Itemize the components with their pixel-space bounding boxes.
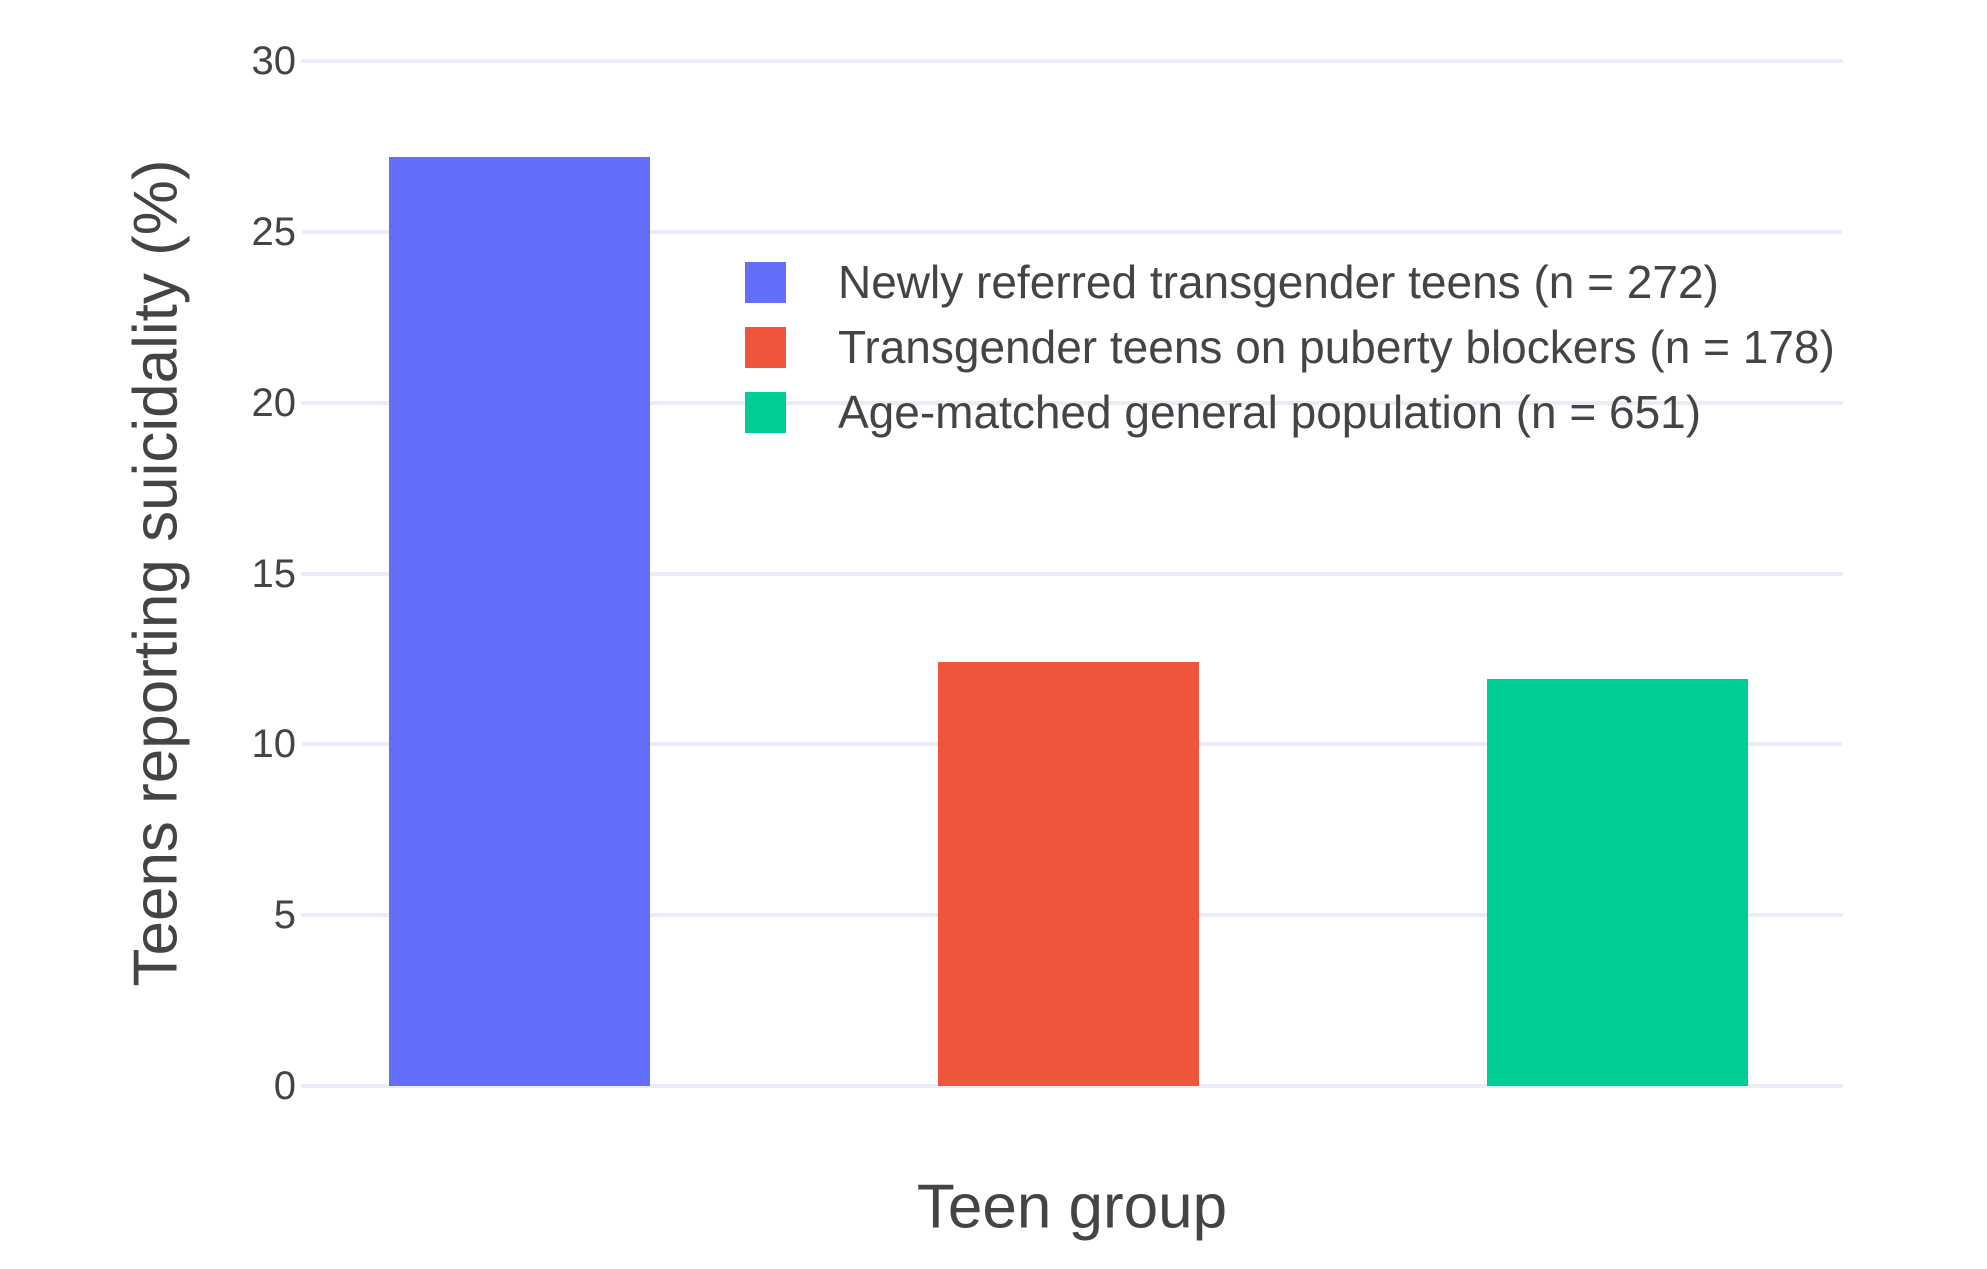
- legend-swatch: [745, 327, 786, 368]
- x-axis-title: Teen group: [916, 1172, 1228, 1242]
- bar: [389, 156, 650, 1086]
- gridline: [301, 59, 1843, 63]
- legend-swatch: [745, 392, 786, 433]
- y-tick-label: 25: [251, 209, 297, 254]
- gridline: [301, 400, 1843, 405]
- y-tick-label: 20: [251, 380, 297, 425]
- legend-swatch: [745, 262, 786, 303]
- y-tick-label: 5: [273, 893, 296, 938]
- legend-item-label: Newly referred transgender teens (n = 27…: [838, 256, 1719, 308]
- bar: [938, 662, 1199, 1086]
- y-tick-label: 30: [251, 39, 297, 83]
- y-tick-label: 10: [251, 722, 297, 767]
- legend-item-label: Transgender teens on puberty blockers (n…: [838, 321, 1835, 373]
- legend-item[interactable]: Age-matched general population (n = 651): [745, 380, 1835, 445]
- legend-item-label: Age-matched general population (n = 651): [838, 386, 1702, 438]
- legend-item[interactable]: Transgender teens on puberty blockers (n…: [745, 315, 1835, 380]
- legend: Newly referred transgender teens (n = 27…: [745, 250, 1835, 445]
- legend-item[interactable]: Newly referred transgender teens (n = 27…: [745, 250, 1835, 315]
- gridline: [301, 229, 1843, 234]
- gridline: [301, 1084, 1843, 1088]
- bar: [1487, 679, 1748, 1086]
- y-tick-label: 15: [251, 551, 297, 596]
- y-tick-label: 0: [273, 1064, 296, 1108]
- y-axis-title: Teens reporting suicidality (%): [121, 159, 191, 987]
- gridline: [301, 571, 1843, 576]
